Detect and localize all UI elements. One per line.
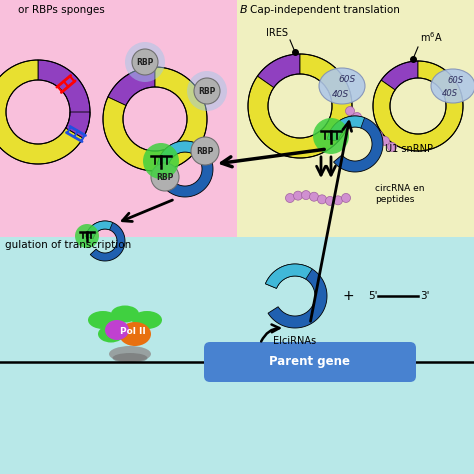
Circle shape <box>75 224 99 248</box>
Text: +: + <box>342 289 354 303</box>
Polygon shape <box>108 67 155 106</box>
Circle shape <box>132 49 158 75</box>
Circle shape <box>310 192 319 201</box>
Circle shape <box>301 191 310 200</box>
Text: Cap-independent translation: Cap-independent translation <box>250 5 400 15</box>
Circle shape <box>334 196 343 205</box>
Text: 40S: 40S <box>331 90 348 99</box>
Ellipse shape <box>88 311 118 329</box>
Circle shape <box>326 196 335 205</box>
Polygon shape <box>257 54 300 88</box>
Polygon shape <box>157 141 194 166</box>
Text: Parent gene: Parent gene <box>270 356 350 368</box>
Polygon shape <box>103 67 207 171</box>
Text: gulation of transcription: gulation of transcription <box>5 240 131 250</box>
Text: RBP: RBP <box>137 57 154 66</box>
Ellipse shape <box>319 68 365 104</box>
Circle shape <box>353 112 362 121</box>
Text: Pol II: Pol II <box>120 328 146 337</box>
Text: 60S: 60S <box>448 75 464 84</box>
Circle shape <box>285 193 294 202</box>
Polygon shape <box>66 112 90 138</box>
Text: m$^6$A: m$^6$A <box>419 30 442 44</box>
Circle shape <box>341 193 350 202</box>
Circle shape <box>143 143 179 179</box>
Ellipse shape <box>124 326 150 343</box>
Text: circRNA en
peptides: circRNA en peptides <box>375 184 425 204</box>
Text: B: B <box>240 5 247 15</box>
Polygon shape <box>265 264 327 328</box>
Circle shape <box>194 78 220 104</box>
Polygon shape <box>157 141 213 197</box>
Circle shape <box>388 143 396 152</box>
Circle shape <box>374 130 383 139</box>
Text: 40S: 40S <box>442 89 458 98</box>
Circle shape <box>346 107 355 116</box>
Ellipse shape <box>111 306 139 322</box>
Text: 3': 3' <box>420 291 429 301</box>
Ellipse shape <box>112 353 147 363</box>
Text: EIciRNAs: EIciRNAs <box>273 336 317 346</box>
Circle shape <box>318 195 327 204</box>
Polygon shape <box>381 61 418 90</box>
Circle shape <box>381 137 390 146</box>
Polygon shape <box>373 61 463 151</box>
Text: RBP: RBP <box>198 86 216 95</box>
Text: 5': 5' <box>368 291 377 301</box>
Bar <box>0 237 474 474</box>
Polygon shape <box>265 264 312 288</box>
Text: or RBPs sponges: or RBPs sponges <box>18 5 105 15</box>
Polygon shape <box>328 116 383 172</box>
Ellipse shape <box>109 346 151 362</box>
FancyBboxPatch shape <box>204 342 416 382</box>
Text: RBP: RBP <box>196 146 214 155</box>
Ellipse shape <box>431 69 474 103</box>
Circle shape <box>187 71 227 111</box>
Polygon shape <box>85 221 125 261</box>
Circle shape <box>151 163 179 191</box>
Text: RBP: RBP <box>156 173 173 182</box>
Circle shape <box>293 191 302 200</box>
Text: U1 snRNP: U1 snRNP <box>385 144 433 154</box>
Polygon shape <box>85 221 113 238</box>
Ellipse shape <box>132 311 162 329</box>
Ellipse shape <box>119 322 151 346</box>
Polygon shape <box>38 60 90 138</box>
Polygon shape <box>0 60 83 164</box>
Text: IRES: IRES <box>266 28 288 38</box>
Circle shape <box>359 118 368 128</box>
Bar <box>0 0 237 237</box>
Text: 60S: 60S <box>338 74 356 83</box>
Polygon shape <box>328 116 365 141</box>
Circle shape <box>313 118 349 154</box>
Circle shape <box>191 137 219 165</box>
Circle shape <box>366 125 375 134</box>
Ellipse shape <box>105 320 129 340</box>
Ellipse shape <box>98 326 124 343</box>
Bar <box>237 0 474 237</box>
Polygon shape <box>248 54 352 158</box>
Circle shape <box>125 42 165 82</box>
